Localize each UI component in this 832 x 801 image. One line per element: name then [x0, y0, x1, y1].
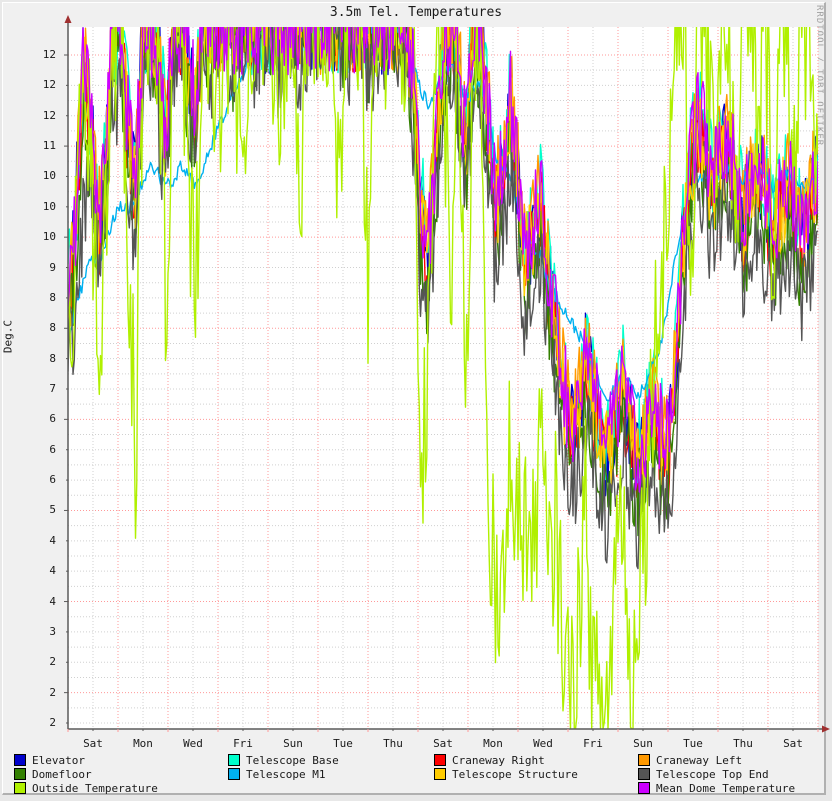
legend-label: Craneway Right — [452, 753, 545, 767]
legend-swatch — [14, 768, 26, 780]
x-tick-label: Tue — [333, 737, 353, 750]
page-title: 3.5m Tel. Temperatures — [329, 5, 503, 20]
legend-swatch — [228, 768, 240, 780]
legend-item[interactable]: Craneway Right — [434, 754, 545, 766]
legend-swatch — [638, 782, 650, 794]
y-tick-label: 2 — [49, 655, 56, 669]
legend-item[interactable]: Mean Dome Temperature — [638, 782, 795, 794]
y-tick-label: 9 — [49, 260, 56, 274]
legend-label: Craneway Left — [656, 753, 743, 767]
x-tick-label: Sun — [283, 737, 303, 750]
x-tick-label: Fri — [583, 737, 603, 750]
x-tick-label: Sat — [433, 737, 453, 750]
x-tick-label: Mon — [483, 737, 503, 750]
legend-swatch — [228, 754, 240, 766]
y-tick-label: 2 — [49, 685, 56, 699]
y-tick-label: 6 — [49, 412, 56, 426]
legend-swatch — [638, 754, 650, 766]
legend-label: Telescope Top End — [656, 767, 769, 781]
y-tick-label: 4 — [49, 533, 56, 547]
y-tick-label: 2 — [49, 716, 56, 729]
y-tick-label: 8 — [49, 321, 56, 335]
legend-item[interactable]: Telescope Structure — [434, 768, 578, 780]
legend-swatch — [434, 754, 446, 766]
y-tick-label: 10 — [42, 199, 56, 213]
legend-item[interactable]: Elevator — [14, 754, 85, 766]
legend-item[interactable]: Outside Temperature — [14, 782, 158, 794]
x-tick-label: Mon — [133, 737, 153, 750]
legend-label: Telescope Base — [246, 753, 339, 767]
legend-label: Telescope Structure — [452, 767, 578, 781]
y-tick-label: 3 — [49, 624, 56, 638]
x-tick-label: Thu — [733, 737, 753, 750]
legend-item[interactable]: Telescope Base — [228, 754, 339, 766]
legend-swatch — [434, 768, 446, 780]
y-tick-label: 10 — [42, 230, 56, 244]
legend-item[interactable]: Craneway Left — [638, 754, 742, 766]
chart-legend: Elevator Telescope Base Craneway Right Cran… — [0, 752, 832, 798]
legend-label: Outside Temperature — [32, 781, 158, 795]
y-tick-label: 4 — [49, 564, 56, 578]
legend-label: Mean Dome Temperature — [656, 781, 796, 795]
x-tick-label: Wed — [533, 737, 553, 750]
x-tick-label: Sat — [783, 737, 803, 750]
legend-label: Telescope M1 — [246, 767, 326, 781]
y-tick-label: 7 — [49, 382, 56, 395]
legend-swatch — [638, 768, 650, 780]
y-tick-label: 12 — [42, 78, 56, 92]
y-tick-label: 4 — [49, 594, 56, 608]
x-tick-label: Wed — [183, 737, 203, 750]
legend-swatch — [14, 754, 26, 766]
x-tick-label: Sat — [83, 737, 103, 750]
y-tick-label: 12 — [42, 108, 56, 122]
legend-label: Elevator — [32, 753, 85, 767]
y-tick-label: 6 — [49, 473, 56, 487]
x-tick-label: Fri — [233, 737, 253, 750]
legend-label: Domefloor — [32, 767, 92, 781]
y-tick-label: 6 — [49, 442, 56, 456]
legend-item[interactable]: Domefloor — [14, 768, 92, 780]
y-tick-label: 8 — [49, 351, 56, 365]
y-tick-label: 5 — [49, 503, 56, 517]
y-tick-label: 10 — [42, 169, 56, 183]
legend-item[interactable]: Telescope M1 — [228, 768, 325, 780]
y-tick-label: 8 — [49, 290, 56, 304]
x-tick-label: Tue — [683, 737, 703, 750]
y-tick-label: 12 — [42, 48, 56, 61]
x-tick-label: Sun — [633, 737, 653, 750]
y-tick-label: 11 — [42, 139, 56, 153]
x-tick-label: Thu — [383, 737, 403, 750]
legend-swatch — [14, 782, 26, 794]
legend-item[interactable]: Telescope Top End — [638, 768, 769, 780]
